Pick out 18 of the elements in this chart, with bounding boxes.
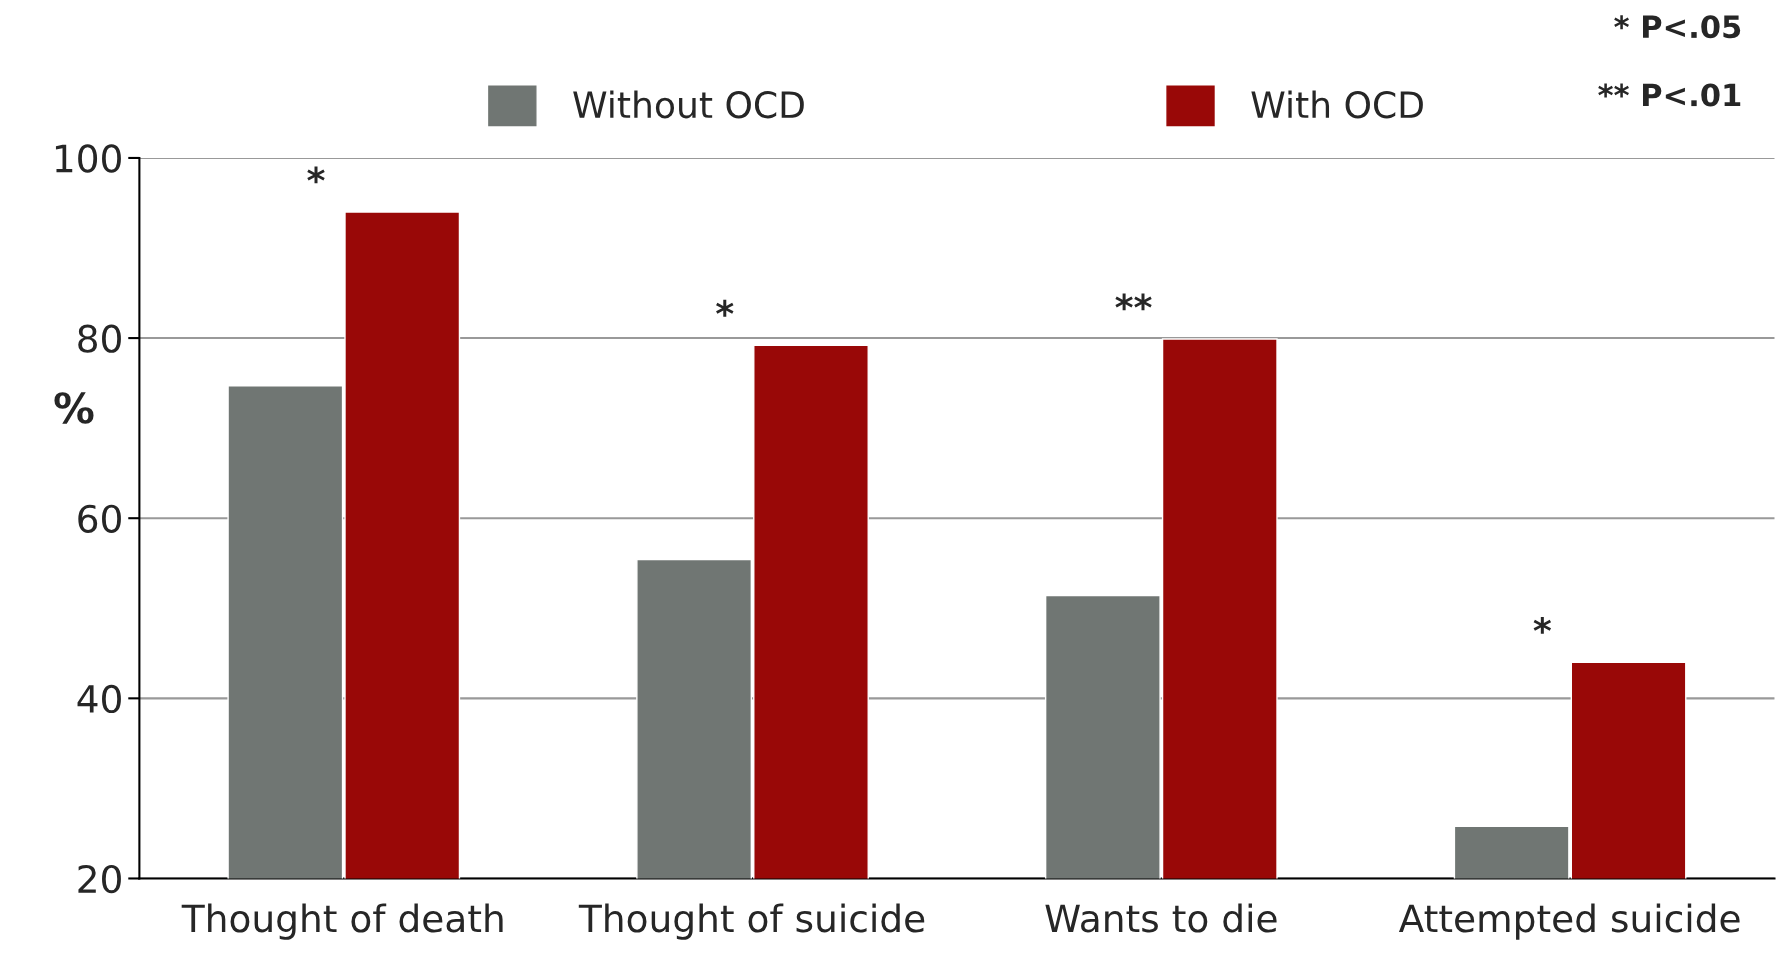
x-tick-label: Thought of suicide bbox=[578, 903, 925, 940]
annotation: * bbox=[307, 166, 325, 184]
annotation: * bbox=[1533, 616, 1552, 634]
annotation: ** bbox=[1115, 293, 1152, 311]
y-tick-label: 100 bbox=[55, 144, 121, 173]
y-tick-label: 60 bbox=[78, 504, 121, 533]
annotation: * bbox=[716, 299, 734, 317]
legend-label: With OCD bbox=[1251, 90, 1423, 119]
x-tick-label: Thought of death bbox=[181, 903, 503, 940]
text: ** P<.01 bbox=[1598, 83, 1741, 107]
x-tick-label: Wants to die bbox=[1045, 903, 1277, 933]
y-axis-title: % bbox=[54, 392, 94, 424]
y-tick-label: 40 bbox=[77, 684, 121, 714]
y-tick-label: 80 bbox=[78, 324, 121, 353]
x-tick-label: Attempted suicide bbox=[1398, 903, 1740, 940]
y-tick-label: 20 bbox=[78, 864, 121, 894]
text: * P<.05 bbox=[1614, 15, 1741, 39]
legend-label: Without OCD bbox=[573, 90, 804, 119]
